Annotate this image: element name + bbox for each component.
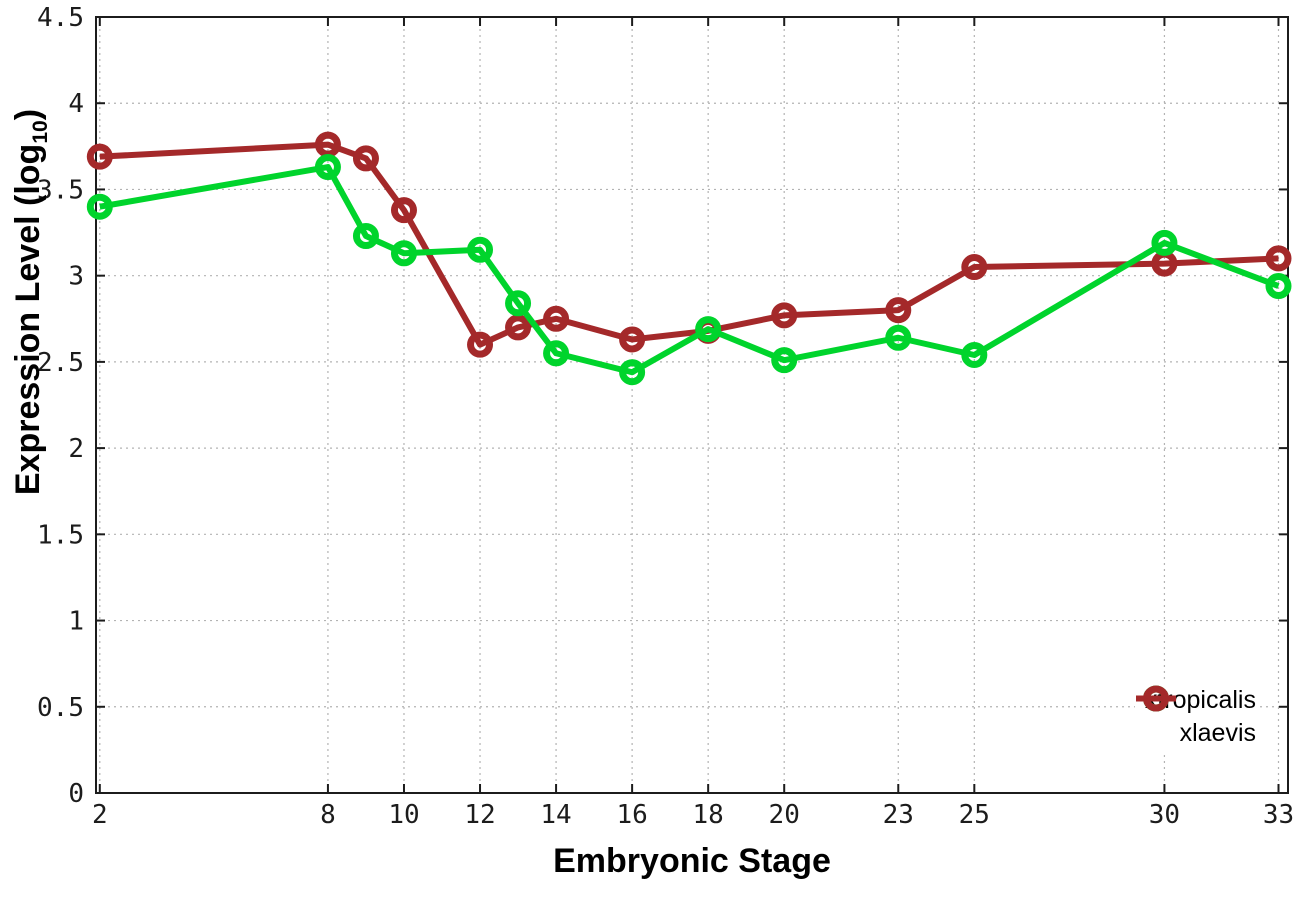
data-point-xlaevis	[619, 326, 646, 353]
data-point-xlaevis	[771, 302, 798, 329]
x-tick-label: 8	[320, 800, 336, 830]
data-point-xtropicalis	[695, 316, 722, 343]
y-axis-title-suffix: )	[9, 108, 47, 121]
data-point-xlaevis	[467, 331, 494, 358]
data-point-xlaevis	[885, 297, 912, 324]
legend-label-xlaevis: xlaevis	[1179, 719, 1256, 747]
y-tick-label: 2.5	[37, 348, 84, 378]
y-axis-title: Expression Level (log10)	[8, 102, 52, 502]
data-point-xtropicalis	[505, 290, 532, 317]
y-axis-title-text: Expression Level (log	[9, 143, 47, 496]
series-line-xtropicalis	[99, 164, 1280, 376]
data-point-xtropicalis	[961, 341, 988, 368]
data-point-xtropicalis	[885, 324, 912, 351]
y-tick-label: 4	[68, 89, 84, 119]
data-point-xtropicalis	[771, 347, 798, 374]
data-point-xtropicalis	[1151, 229, 1178, 256]
x-tick-label: 25	[959, 800, 990, 830]
y-tick-label: 1.5	[37, 520, 84, 550]
x-tick-label: 20	[769, 800, 800, 830]
data-point-xlaevis	[352, 145, 379, 172]
x-tick-label: 30	[1149, 800, 1180, 830]
plot-border	[95, 16, 1289, 794]
data-point-xlaevis	[86, 143, 113, 170]
data-point-xtropicalis	[467, 236, 494, 263]
y-tick-label: 2	[68, 434, 84, 464]
legend-item-xlaevis: xlaevis	[1135, 685, 1256, 750]
x-axis-title: Embryonic Stage	[553, 842, 831, 880]
y-tick-label: 1	[68, 607, 84, 637]
data-point-xtropicalis	[543, 340, 570, 367]
x-tick-label: 10	[388, 800, 419, 830]
data-point-xlaevis	[390, 197, 417, 224]
legend: xtropicalis xlaevis	[1134, 682, 1256, 752]
data-point-xtropicalis	[1265, 273, 1292, 300]
line-circle-marker-icon	[1135, 685, 1176, 712]
data-point-xtropicalis	[619, 359, 646, 386]
x-tick-label: 12	[464, 800, 495, 830]
data-point-xlaevis	[505, 314, 532, 341]
data-point-xlaevis	[1265, 245, 1292, 272]
x-tick-label: 16	[616, 800, 647, 830]
y-tick-label: 3.5	[37, 175, 84, 205]
x-tick-label: 23	[883, 800, 914, 830]
x-tick-label: 14	[540, 800, 571, 830]
y-tick-label: 3	[68, 262, 84, 292]
x-tick-label: 18	[693, 800, 724, 830]
data-point-xtropicalis	[390, 240, 417, 267]
y-axis-title-subscript: 10	[28, 120, 52, 144]
y-tick-label: 4.5	[37, 3, 84, 33]
data-point-xtropicalis	[314, 154, 341, 181]
y-tick-label: 0.5	[37, 693, 84, 723]
y-tick-label: 0	[68, 779, 84, 809]
x-tick-label: 33	[1263, 800, 1294, 830]
data-point-xtropicalis	[86, 193, 113, 220]
data-point-xtropicalis	[352, 223, 379, 250]
data-point-xlaevis	[543, 305, 570, 332]
data-point-xlaevis	[961, 254, 988, 281]
x-tick-label: 2	[92, 800, 108, 830]
